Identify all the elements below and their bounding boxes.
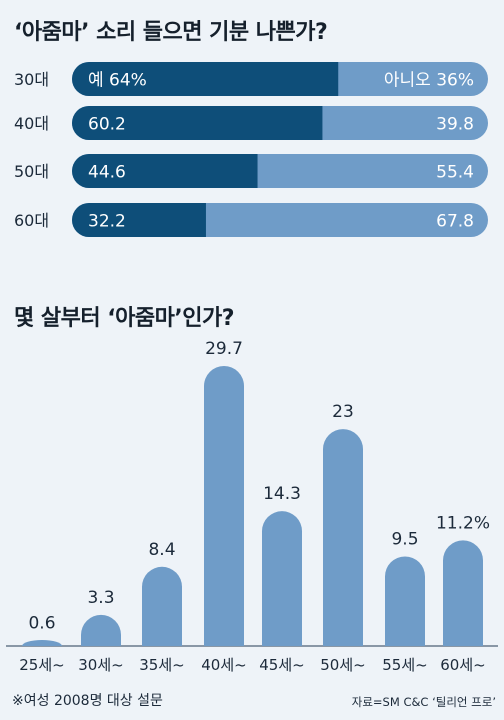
category-label: 30대 [14,70,49,89]
footnote: ※여성 2008명 대상 설문 [12,693,163,709]
value-label: 23 [332,402,354,422]
bar [142,566,182,646]
bar [204,366,244,646]
tick-label: 25세~ [19,656,64,674]
value-label: 9.5 [391,529,418,549]
tick-label: 45세~ [259,656,304,674]
value-label-no: 39.8 [436,115,474,135]
category-label: 60대 [14,211,49,230]
bar [262,511,302,646]
source-note: 자료=SM C&C ‘틸리언 프로’ [351,695,496,709]
value-label: 3.3 [87,588,114,608]
value-label-no: 아니오 36% [384,71,474,91]
tick-label: 55세~ [382,656,427,674]
value-label-no: 55.4 [436,163,474,183]
value-label-yes: 60.2 [88,115,126,135]
tick-label: 40세~ [201,656,246,674]
bar [385,556,425,646]
chart-title-2: 몇 살부터 ‘아줌마’인가? [14,306,234,331]
tick-label: 60세~ [440,656,485,674]
bar [443,540,483,646]
tick-label: 50세~ [320,656,365,674]
bar-yes-2 [72,154,258,188]
tick-label: 35세~ [139,656,184,674]
category-label: 40대 [14,114,49,133]
value-label-yes: 예 64% [88,71,147,91]
chart-title-1: ‘아줌마’ 소리 들으면 기분 나쁜가? [14,20,328,45]
category-label: 50대 [14,162,49,181]
value-label: 8.4 [148,540,175,560]
bar [22,640,62,646]
bar-yes-1 [72,106,323,140]
value-label-yes: 32.2 [88,212,126,232]
tick-label: 30세~ [78,656,123,674]
value-label: 0.6 [28,613,55,633]
value-label: 29.7 [205,339,243,359]
value-label-yes: 44.6 [88,163,126,183]
value-label: 14.3 [263,484,301,504]
bar-yes-3 [72,203,206,237]
bar [81,614,121,646]
bar [323,429,363,646]
value-label: 11.2% [436,513,490,533]
bar-yes-0 [72,62,339,96]
stacked-bar-chart: 30대 예 64% 아니오 36% 40대 60.2 39.8 50대 44.6 55.4 60대… [14,62,488,237]
value-label-no: 67.8 [436,212,474,232]
